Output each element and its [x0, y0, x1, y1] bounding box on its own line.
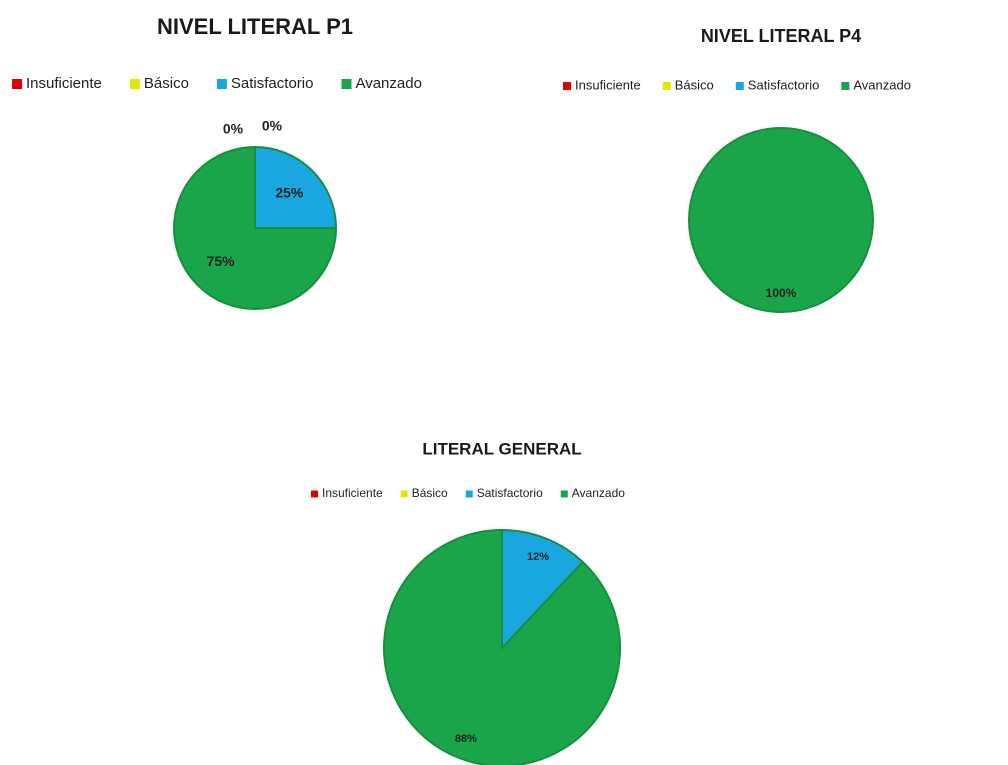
legend-swatch — [341, 79, 352, 89]
legend-label: Básico — [675, 77, 714, 92]
legend-swatch — [662, 82, 671, 90]
legend-label: Insuficiente — [26, 75, 102, 92]
legend-swatch — [560, 490, 568, 498]
legend-swatch — [400, 490, 408, 498]
legend-label: Básico — [144, 75, 189, 92]
legend-label: Avanzado — [355, 75, 421, 92]
legend-label: Avanzado — [572, 486, 625, 500]
pie-slice — [383, 528, 621, 765]
data-label: 88% — [455, 733, 477, 745]
legend-swatch — [216, 79, 227, 89]
legend-label: Insuficiente — [322, 486, 383, 500]
pie-slice — [254, 145, 338, 229]
data-label: 100% — [766, 286, 797, 300]
legend-label: Satisfactorio — [748, 77, 820, 92]
chart-title: LITERAL GENERAL — [422, 439, 581, 458]
data-label: 75% — [207, 253, 236, 269]
pie-slice — [688, 126, 874, 314]
chart-title: NIVEL LITERAL P4 — [701, 26, 861, 46]
legend-label: Insuficiente — [575, 77, 641, 92]
legend-label: Básico — [412, 486, 448, 500]
data-label: 12% — [527, 551, 549, 563]
data-label: 25% — [275, 184, 304, 200]
pie-slice — [173, 145, 338, 310]
legend-swatch — [465, 490, 473, 498]
legend-swatch — [841, 82, 850, 90]
legend-swatch — [12, 79, 22, 89]
legend-swatch — [129, 79, 140, 89]
legend-swatch — [311, 490, 318, 498]
legend-label: Satisfactorio — [477, 486, 543, 500]
legend-label: Satisfactorio — [231, 75, 314, 92]
legend-swatch — [735, 82, 744, 90]
data-label: 0% — [262, 118, 283, 134]
legend-label: Avanzado — [853, 77, 911, 92]
chart-title: NIVEL LITERAL P1 — [157, 14, 353, 39]
data-label: 0% — [223, 121, 244, 137]
pie-slice — [501, 528, 585, 651]
legend-swatch — [563, 82, 571, 90]
